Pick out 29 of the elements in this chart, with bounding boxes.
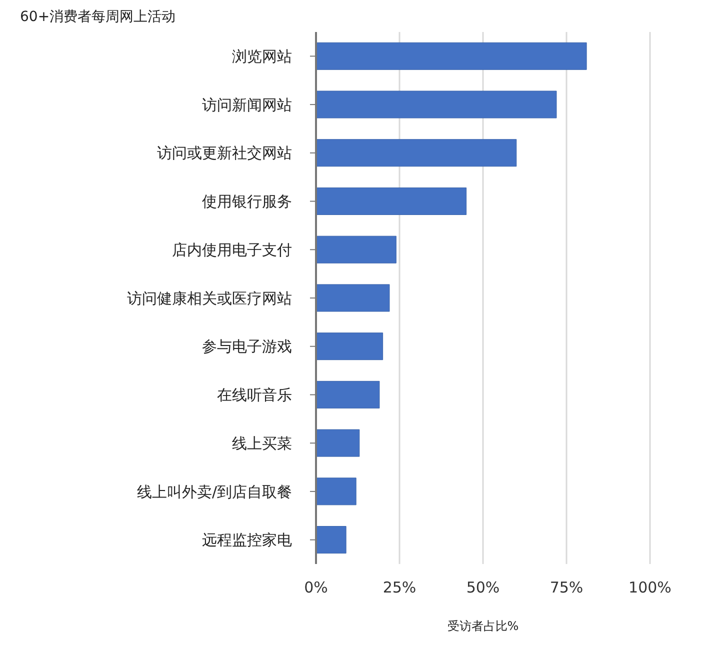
- y-tick-label: 访问新闻网站: [202, 96, 292, 114]
- bar: [316, 332, 384, 360]
- x-tick-label: 25%: [382, 578, 416, 597]
- y-tick-label: 远程监控家电: [202, 531, 292, 550]
- text: 60+消费者每周网上活动: [19, 8, 177, 27]
- bar: [316, 526, 346, 554]
- bar: [316, 90, 557, 118]
- bar: [316, 284, 390, 312]
- y-tick-label: 线上买菜: [232, 434, 292, 452]
- y-tick-label: 访问或更新社交网站: [157, 144, 292, 162]
- bar: [316, 236, 396, 264]
- bar: [316, 478, 356, 506]
- bar: [316, 380, 380, 408]
- x-tick-label: 100%: [628, 578, 672, 597]
- y-tick-label: 访问健康相关或医疗网站: [127, 289, 292, 308]
- x-tick-label: 50%: [466, 578, 500, 597]
- y-tick-label: 在线听音乐: [217, 386, 292, 404]
- bar: [316, 429, 360, 457]
- x-tick-label: 75%: [550, 578, 584, 597]
- y-tick-label: 使用银行服务: [202, 192, 292, 211]
- x-axis-title: 受访者占比%: [447, 619, 519, 633]
- x-tick-label: 0%: [304, 578, 328, 597]
- bar: [316, 187, 467, 215]
- y-tick-label: 线上叫外卖/到店自取餐: [136, 482, 292, 501]
- y-tick-label: 店内使用电子支付: [172, 240, 292, 259]
- bar: [316, 42, 587, 70]
- bar: [316, 139, 517, 167]
- y-tick-label: 浏览网站: [232, 48, 292, 66]
- y-tick-label: 参与电子游戏: [202, 338, 292, 356]
